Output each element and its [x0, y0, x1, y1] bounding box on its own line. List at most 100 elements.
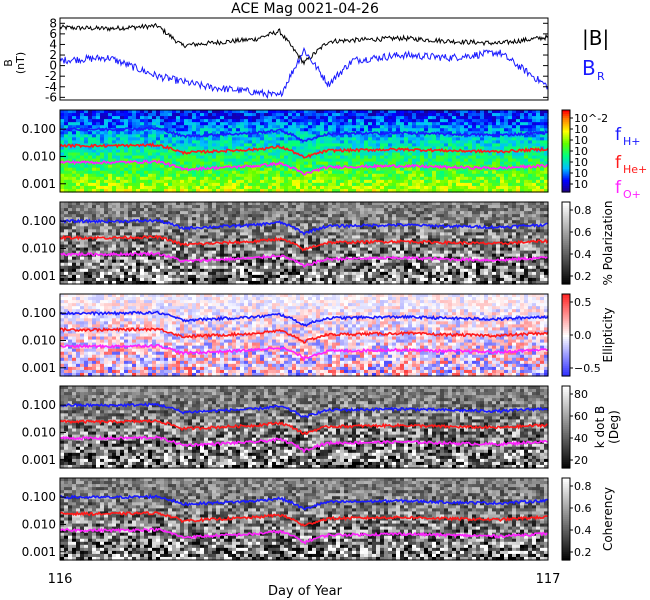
heatmap-cell	[368, 134, 373, 138]
heatmap-cell	[464, 140, 469, 145]
heatmap-cell	[432, 179, 437, 184]
heatmap-cell	[84, 140, 89, 145]
heatmap-cell	[184, 256, 189, 261]
heatmap-cell	[84, 164, 89, 169]
heatmap-cell	[100, 256, 105, 261]
heatmap-cell	[408, 170, 413, 175]
heatmap-cell	[148, 173, 153, 178]
heatmap-cell	[184, 268, 189, 273]
heatmap-cell	[60, 268, 65, 273]
heatmap-cell	[372, 128, 377, 132]
heatmap-cell	[284, 179, 289, 184]
heatmap-cell	[92, 202, 97, 206]
heatmap-cell	[192, 140, 197, 145]
heatmap-cell	[480, 134, 485, 138]
heatmap-cell	[152, 262, 157, 267]
heatmap-cell	[272, 155, 277, 160]
heatmap-cell	[376, 128, 381, 132]
heatmap-cell	[64, 152, 69, 157]
heatmap-cell	[528, 116, 533, 120]
heatmap-cell	[104, 158, 109, 163]
heatmap-cell	[260, 244, 265, 249]
heatmap-cell	[160, 232, 165, 237]
heatmap-cell	[464, 176, 469, 181]
heatmap-cell	[264, 149, 269, 154]
heatmap-cell	[364, 134, 369, 138]
heatmap-cell	[292, 208, 297, 212]
heatmap-cell	[224, 229, 229, 233]
heatmap-cell	[132, 280, 137, 285]
heatmap-cell	[68, 176, 73, 181]
heatmap-cell	[248, 229, 253, 233]
heatmap-cell	[120, 176, 125, 181]
heatmap-cell	[168, 280, 173, 285]
heatmap-cell	[444, 137, 449, 141]
heatmap-cell	[392, 140, 397, 145]
heatmap-cell	[268, 140, 273, 145]
colorbar-swatch	[562, 118, 570, 121]
heatmap-cell	[204, 232, 209, 237]
heatmap-cell	[348, 179, 353, 184]
heatmap-cell	[268, 223, 273, 227]
heatmap-cell	[92, 122, 97, 126]
heatmap-cell	[260, 137, 265, 141]
heatmap-cell	[176, 244, 181, 249]
heatmap-cell	[84, 274, 89, 279]
heatmap-cell	[216, 208, 221, 212]
heatmap-cell	[528, 173, 533, 178]
heatmap-cell	[220, 170, 225, 175]
heatmap-cell	[208, 256, 213, 261]
heatmap-cell	[64, 271, 69, 276]
heatmap-cell	[92, 173, 97, 178]
heatmap-cell	[244, 140, 249, 145]
heatmap-cell	[496, 182, 501, 187]
heatmap-cell	[300, 116, 305, 120]
heatmap-cell	[76, 205, 81, 209]
heatmap-cell	[256, 265, 261, 270]
heatmap-cell	[188, 277, 193, 282]
heatmap-cell	[456, 158, 461, 163]
heatmap-cell	[220, 125, 225, 129]
heatmap-cell	[176, 271, 181, 276]
heatmap-cell	[372, 134, 377, 138]
colorbar-swatch	[562, 122, 570, 125]
heatmap-cell	[180, 188, 185, 193]
heatmap-cell	[224, 158, 229, 163]
heatmap-cell	[388, 116, 393, 120]
heatmap-cell	[148, 140, 153, 145]
heatmap-cell	[196, 179, 201, 184]
heatmap-cell	[388, 113, 393, 117]
heatmap-cell	[536, 170, 541, 175]
heatmap-cell	[388, 125, 393, 129]
heatmap-cell	[240, 277, 245, 282]
heatmap-cell	[316, 158, 321, 163]
heatmap-cell	[116, 164, 121, 169]
heatmap-cell	[348, 128, 353, 132]
heatmap-cell	[460, 188, 465, 193]
heatmap-cell	[528, 182, 533, 187]
heatmap-cell	[64, 161, 69, 166]
heatmap-cell	[256, 271, 261, 276]
heatmap-cell	[136, 220, 141, 224]
heatmap-cell	[500, 161, 505, 166]
heatmap-cell	[172, 208, 177, 212]
heatmap-cell	[296, 211, 301, 215]
heatmap-cell	[344, 137, 349, 141]
heatmap-cell	[288, 202, 293, 206]
heatmap-cell	[512, 161, 517, 166]
heatmap-cell	[212, 155, 217, 160]
heatmap-cell	[456, 164, 461, 169]
heatmap-cell	[136, 223, 141, 227]
heatmap-cell	[156, 167, 161, 172]
heatmap-cell	[284, 280, 289, 285]
heatmap-cell	[540, 143, 545, 148]
heatmap-cell	[144, 140, 149, 145]
heatmap-cell	[412, 134, 417, 138]
heatmap-cell	[508, 167, 513, 172]
heatmap-cell	[320, 188, 325, 193]
heatmap-cell	[420, 170, 425, 175]
heatmap-cell	[164, 244, 169, 249]
heatmap-cell	[524, 188, 529, 193]
heatmap-cell	[112, 208, 117, 212]
heatmap-cell	[276, 208, 281, 212]
